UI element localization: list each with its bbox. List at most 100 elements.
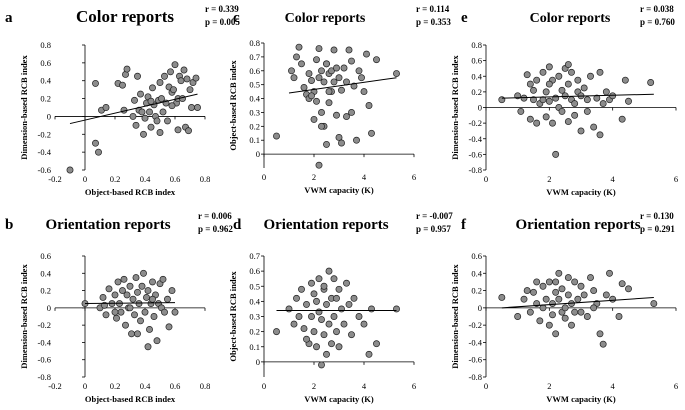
trend-line	[69, 93, 198, 125]
data-point	[132, 121, 140, 129]
x-tick-label: 4	[611, 174, 616, 184]
data-point	[303, 335, 310, 343]
x-axis-label: Object-based RCB index	[85, 187, 176, 197]
data-point	[323, 350, 330, 358]
data-point	[393, 305, 400, 313]
data-point	[185, 127, 192, 135]
data-point	[164, 117, 171, 125]
data-point	[583, 107, 591, 115]
data-point	[150, 313, 158, 320]
data-point	[340, 320, 348, 328]
y-tick-label: 0	[47, 111, 51, 121]
data-point	[313, 97, 320, 105]
x-tick-label: 0.6	[170, 381, 181, 391]
data-point	[315, 74, 323, 82]
data-point	[308, 313, 315, 320]
data-point	[373, 340, 380, 348]
y-tick-label: 0.6	[249, 266, 260, 276]
data-point	[552, 150, 560, 158]
x-axis-label: VWM capacity (K)	[304, 394, 374, 404]
panel-b: b Orientation reports r = 0.006 p = 0.962 -0…	[5, 211, 233, 404]
data-point	[555, 72, 563, 80]
x-tick-label: 6	[674, 381, 678, 391]
y-tick-label: -0.2	[38, 129, 51, 139]
y-axis-label: Dimension-based RCB index	[19, 55, 29, 160]
data-point	[313, 56, 320, 64]
data-point	[549, 311, 556, 319]
stat-r: r = 0.038	[640, 4, 674, 14]
data-point	[526, 308, 534, 316]
x-tick-label: -0.2	[48, 381, 61, 391]
y-tick-label: 0.8	[40, 40, 51, 50]
y-tick-label: 0.6	[40, 251, 51, 261]
data-point	[549, 119, 556, 127]
data-point	[186, 86, 194, 94]
data-point	[365, 350, 373, 358]
data-point	[128, 330, 135, 338]
data-point	[313, 343, 320, 351]
data-point	[606, 269, 613, 277]
data-point	[625, 97, 632, 105]
data-point	[564, 274, 572, 282]
data-point	[119, 287, 126, 295]
data-point	[533, 278, 541, 286]
data-point	[338, 305, 345, 313]
trend-line	[501, 93, 654, 99]
data-point	[92, 139, 99, 147]
data-point	[159, 108, 167, 116]
data-point	[552, 94, 560, 102]
data-point	[618, 280, 626, 288]
y-tick-label: 0.4	[249, 94, 260, 104]
y-tick-label: -0.2	[469, 320, 482, 330]
data-point	[119, 81, 126, 89]
y-tick-label: 0.4	[471, 268, 482, 278]
data-point	[325, 320, 333, 328]
stat-p: p = 0.962	[198, 224, 233, 234]
panel-title: Color reports	[285, 11, 366, 26]
data-point	[293, 294, 300, 302]
data-point	[174, 126, 182, 134]
data-point	[590, 304, 598, 312]
y-axis-label: Dimension-based RCB index	[450, 264, 460, 369]
data-point	[333, 111, 340, 119]
data-point	[310, 290, 318, 298]
data-point	[313, 297, 320, 305]
stat-r: r = 0.130	[640, 211, 674, 221]
data-point	[120, 275, 128, 283]
data-point	[308, 279, 315, 287]
data-point	[360, 88, 368, 96]
stat-r: r = 0.114	[416, 4, 450, 14]
data-point	[92, 79, 99, 87]
data-point	[365, 102, 373, 109]
data-point	[498, 96, 506, 104]
data-point	[577, 127, 585, 135]
data-point	[355, 67, 363, 75]
data-point	[558, 285, 566, 293]
y-tick-label: 0.1	[249, 135, 260, 145]
data-point	[328, 340, 335, 348]
data-point	[571, 111, 579, 119]
data-point	[318, 108, 325, 116]
data-point	[330, 313, 338, 320]
x-tick-label: 0.8	[200, 381, 211, 391]
data-point	[338, 86, 345, 94]
stat-r: r = 0.339	[205, 4, 239, 14]
data-point	[134, 288, 141, 296]
data-point	[498, 294, 506, 301]
data-point	[134, 330, 141, 338]
data-point	[568, 68, 575, 76]
y-axis-label: Object-based RCB index	[228, 60, 238, 151]
data-point	[156, 79, 164, 86]
y-tick-label: 0.7	[249, 251, 260, 261]
data-point	[129, 112, 137, 120]
x-tick-label: 6	[674, 174, 678, 184]
data-point	[539, 68, 547, 76]
panel-e: e Color reports r = 0.038 p = 0.760 0 2 4 6 -0.8…	[450, 4, 678, 197]
trend-line	[84, 302, 176, 305]
y-tick-label: 0	[47, 303, 51, 313]
x-axis-label: VWM capacity (K)	[304, 185, 374, 195]
data-point	[323, 300, 330, 308]
data-point	[343, 279, 350, 287]
data-point	[144, 343, 152, 351]
data-point	[542, 113, 550, 121]
